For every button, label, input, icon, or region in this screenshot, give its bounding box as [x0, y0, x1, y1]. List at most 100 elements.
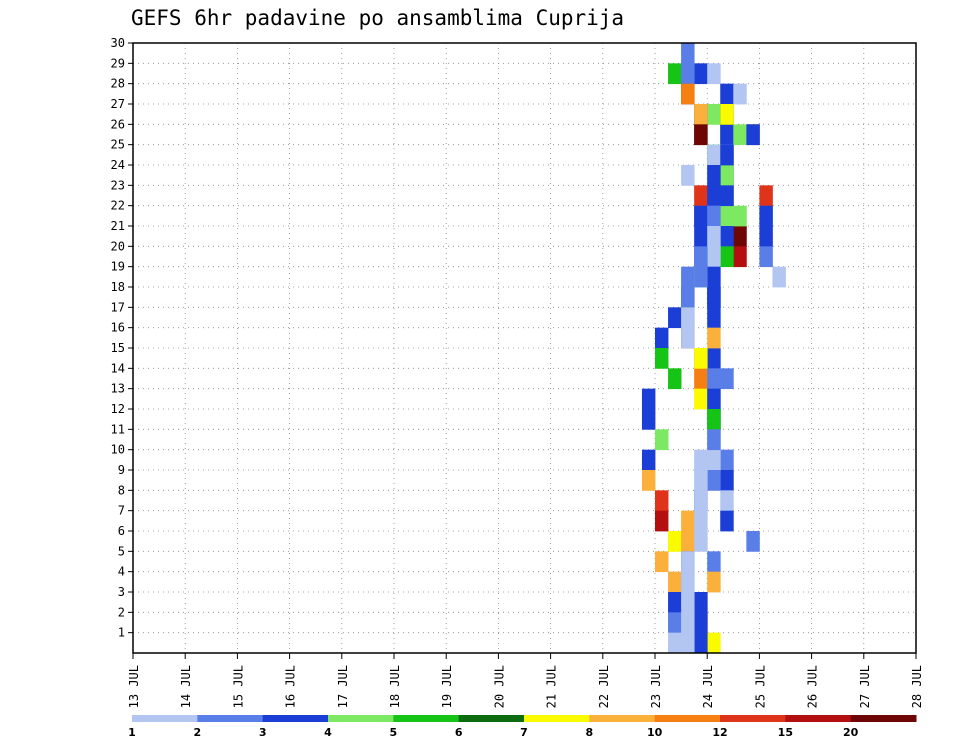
heatmap-cell [668, 632, 682, 654]
y-tick-label: 18 [111, 280, 125, 294]
heatmap-cell [720, 470, 734, 491]
heatmap-cell [720, 449, 734, 471]
colorbar-swatch [458, 715, 525, 722]
heatmap-cell [681, 63, 695, 85]
heatmap-cell [707, 409, 721, 430]
x-tick-label: 27 JUL [858, 665, 872, 708]
y-tick-label: 27 [111, 97, 125, 111]
colorbar-swatch [132, 715, 198, 722]
heatmap-cell [655, 429, 669, 451]
chart-title: GEFS 6hr padavine po ansamblima Cuprija [131, 6, 625, 30]
heatmap-cell [733, 124, 747, 146]
colorbar-label: 15 [778, 726, 793, 739]
y-tick-label: 24 [111, 158, 125, 172]
y-tick-label: 17 [111, 300, 125, 314]
y-tick-label: 6 [118, 524, 125, 538]
x-tick-label: 26 JUL [806, 665, 820, 708]
heatmap-cell [707, 470, 721, 491]
heatmap-cell [759, 246, 773, 268]
heatmap-cell [720, 226, 734, 247]
x-tick-label: 18 JUL [388, 665, 402, 708]
heatmap-cell [707, 449, 721, 471]
heatmap-cell [694, 205, 708, 227]
y-tick-label: 1 [118, 626, 125, 640]
heatmap-cell [655, 551, 669, 573]
heatmap-cell [681, 327, 695, 349]
heatmap-cell [655, 327, 669, 349]
heatmap-cell [720, 144, 734, 166]
heatmap-cell [681, 287, 695, 308]
y-tick-label: 20 [111, 239, 125, 253]
colorbar-swatch [785, 715, 852, 722]
heatmap-cell [681, 592, 695, 613]
heatmap-cell [733, 226, 747, 247]
heatmap-cell [681, 632, 695, 654]
heatmap-cell [720, 205, 734, 227]
colorbar-label: 12 [712, 726, 727, 739]
heatmap-cell [759, 226, 773, 247]
y-tick-label: 26 [111, 117, 125, 131]
x-tick-label: 20 JUL [492, 665, 506, 708]
x-tick-label: 16 JUL [284, 665, 298, 708]
heatmap-cell [694, 104, 708, 125]
heatmap-cell [668, 592, 682, 613]
heatmap-cell [681, 165, 695, 186]
x-tick-label: 14 JUL [179, 665, 193, 708]
heatmap-cell [668, 368, 682, 390]
heatmap-cell [694, 185, 708, 207]
heatmap-cell [694, 612, 708, 634]
heatmap-cell [720, 246, 734, 268]
heatmap-cell [655, 348, 669, 369]
heatmap-cell [681, 531, 695, 552]
y-tick-label: 28 [111, 77, 125, 91]
colorbar-label: 1 [128, 726, 136, 739]
y-tick-label: 12 [111, 402, 125, 416]
x-axis: 13 JUL 14 JUL 15 JUL 16 JUL 17 JUL 18 JUL 19 J… [127, 653, 924, 708]
y-tick-label: 14 [111, 361, 125, 375]
heatmap-cell [707, 348, 721, 369]
colorbar-swatch [393, 715, 460, 722]
heatmap-cell [707, 165, 721, 186]
heatmap-cell [694, 592, 708, 613]
heatmap-cell [707, 185, 721, 207]
y-tick-label: 15 [111, 341, 125, 355]
y-tick-label: 23 [111, 178, 125, 192]
colorbar-label: 7 [520, 726, 528, 739]
x-tick-label: 23 JUL [649, 665, 663, 708]
heatmap-cell [707, 144, 721, 166]
y-tick-label: 13 [111, 382, 125, 396]
x-tick-label: 21 JUL [545, 665, 559, 708]
heatmap-cell [707, 307, 721, 329]
x-tick-label: 13 JUL [127, 665, 141, 708]
colorbar-swatch [720, 715, 786, 722]
colorbar-swatch [654, 715, 721, 722]
colorbar-swatch [262, 715, 329, 722]
y-tick-label: 16 [111, 321, 125, 335]
y-tick-label: 21 [111, 219, 125, 233]
x-tick-label: 17 JUL [336, 665, 350, 708]
heatmap-cell [707, 368, 721, 390]
heatmap-cell [720, 124, 734, 146]
colorbar-swatch [524, 715, 590, 722]
heatmap-cell [694, 632, 708, 654]
y-tick-label: 19 [111, 260, 125, 274]
heatmap-cell [681, 510, 695, 532]
heatmap-cell [733, 205, 747, 227]
heatmap-cell [694, 490, 708, 512]
heatmap-cell [759, 185, 773, 207]
heatmap-cell [681, 43, 695, 64]
y-tick-label: 4 [118, 565, 125, 579]
heatmap-cell [694, 388, 708, 410]
heatmap-cell [655, 490, 669, 512]
heatmap-cell [668, 307, 682, 329]
colorbar-swatch [850, 715, 917, 722]
y-tick-label: 7 [118, 504, 125, 518]
heatmap-cell [772, 266, 786, 288]
y-tick-label: 11 [111, 422, 125, 436]
heatmap-cell [707, 226, 721, 247]
heatmap-cell [694, 449, 708, 471]
heatmap-cell [707, 104, 721, 125]
x-tick-label: 19 JUL [440, 665, 454, 708]
y-tick-label: 29 [111, 56, 125, 70]
